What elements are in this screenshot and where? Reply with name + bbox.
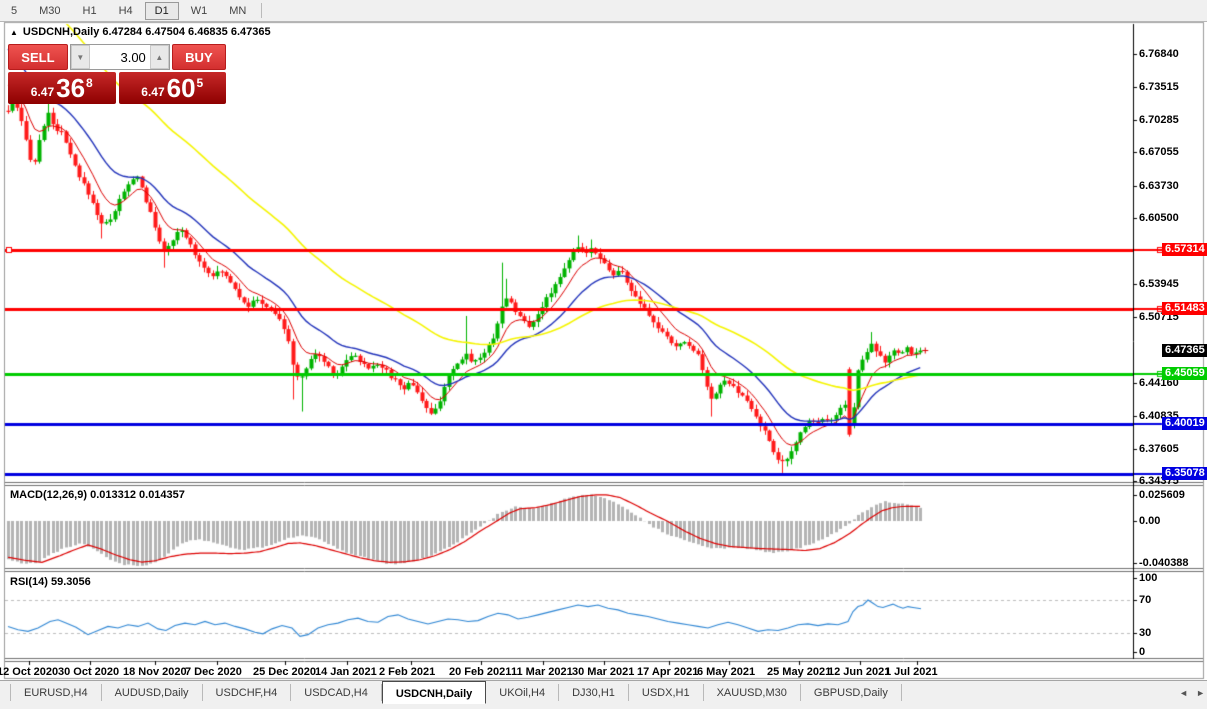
date-axis-label: 20 Feb 2021 <box>449 666 512 678</box>
tab-scroll-right-icon[interactable]: ► <box>1196 687 1205 698</box>
date-axis-label: 6 May 2021 <box>697 666 756 678</box>
macd-axis-label: 0.025609 <box>1139 489 1185 501</box>
y-axis-tick-label: 6.60500 <box>1139 212 1179 225</box>
date-axis-label: 14 Jan 2021 <box>315 666 377 678</box>
sell-price-display[interactable]: 6.47 36 8 <box>8 72 116 104</box>
current-price-tag: 6.47365 <box>1162 344 1207 357</box>
chart-header: ▲ USDCNH,Daily 6.47284 6.47504 6.46835 6.… <box>10 26 271 38</box>
chart-tab-usdcnh[interactable]: USDCNH,Daily <box>381 681 487 704</box>
date-axis-label: 30 Mar 2021 <box>572 666 635 678</box>
rsi-indicator-label: RSI(14) 59.3056 <box>10 576 91 588</box>
y-axis-tick-label: 6.63730 <box>1139 179 1179 192</box>
chart-tab-dj30[interactable]: DJ30,H1 <box>559 684 629 701</box>
y-axis-tick-label: 6.53945 <box>1139 278 1179 291</box>
buy-price-pipette: 5 <box>196 76 204 90</box>
chart-tab-usdcad[interactable]: USDCAD,H4 <box>291 684 382 701</box>
timeframe-button-mn[interactable]: MN <box>229 4 247 17</box>
symbol-tab-bar: EURUSD,H4 AUDUSD,Daily USDCHF,H4 USDCAD,H4 U… <box>0 680 1207 704</box>
chart-tab-ukoil[interactable]: UKOil,H4 <box>486 684 560 701</box>
volume-stepper: ▼ 3.00 ▲ <box>69 44 170 70</box>
timeframe-toolbar: 5 M30 H1 H4 D1 W1 MN <box>0 0 1207 22</box>
buy-price-pips: 60 <box>166 73 196 103</box>
tab-scroll-arrows: ◄ ► <box>1175 681 1207 704</box>
date-axis-label: 7 Dec 2020 <box>185 666 242 678</box>
sell-button[interactable]: SELL <box>8 44 68 70</box>
chart-tab-usdchf[interactable]: USDCHF,H4 <box>203 684 292 701</box>
volume-decrease-icon[interactable]: ▼ <box>70 45 90 69</box>
chart-tab-audusd[interactable]: AUDUSD,Daily <box>102 684 203 701</box>
buy-button[interactable]: BUY <box>171 44 226 70</box>
toolbar-separator <box>261 3 263 18</box>
rsi-axis-label: 30 <box>1139 627 1152 639</box>
timeframe-button-h1[interactable]: H1 <box>82 4 97 17</box>
y-axis-tick-label: 6.76840 <box>1139 48 1179 60</box>
chart-tab-gbpusd[interactable]: GBPUSD,Daily <box>801 684 902 701</box>
macd-axis-label: -0.040388 <box>1139 557 1189 569</box>
level-price-tag[interactable]: 6.40019 <box>1162 417 1207 430</box>
volume-input[interactable]: 3.00 <box>120 49 146 65</box>
chart-tab-usdx[interactable]: USDX,H1 <box>629 684 704 701</box>
chart-ohlc-values: 6.47284 6.47504 6.46835 6.47365 <box>102 26 271 38</box>
date-axis-label: 12 Jun 2021 <box>828 666 891 678</box>
volume-increase-icon[interactable]: ▲ <box>149 45 169 69</box>
timeframe-button-w1[interactable]: W1 <box>190 4 208 17</box>
buy-price-display[interactable]: 6.47 60 5 <box>118 72 226 104</box>
timeframe-button-h4[interactable]: H4 <box>118 4 133 17</box>
sell-price-pips: 36 <box>56 73 86 103</box>
timeframe-button-d1[interactable]: D1 <box>144 1 179 20</box>
tab-scroll-left-icon[interactable]: ◄ <box>1179 687 1189 698</box>
rsi-axis-label: 70 <box>1139 594 1152 606</box>
chart-symbol-title: USDCNH,Daily <box>22 26 100 38</box>
date-axis-label: 18 Nov 2020 <box>123 666 187 678</box>
status-strip <box>0 704 1207 709</box>
level-price-tag[interactable]: 6.51483 <box>1162 302 1207 315</box>
timeframe-button-5[interactable]: 5 <box>11 4 18 17</box>
y-axis-tick-label: 6.70285 <box>1139 113 1179 126</box>
sell-price-pipette: 8 <box>86 76 93 90</box>
buy-price-main: 6.47 <box>141 85 165 99</box>
macd-axis-label: 0.00 <box>1139 515 1161 527</box>
y-axis-tick-label: 6.73515 <box>1139 81 1179 94</box>
sell-price-main: 6.47 <box>30 85 55 99</box>
timeframe-button-m30[interactable]: M30 <box>39 4 61 17</box>
chart-tab-eurusd[interactable]: EURUSD,H4 <box>10 684 102 701</box>
date-axis-label: 12 Oct 2020 <box>0 666 59 678</box>
one-click-trade-panel: SELL ▼ 3.00 ▲ BUY 6.47 36 8 6.47 60 5 <box>8 44 226 104</box>
y-axis-tick-label: 6.67055 <box>1139 146 1179 159</box>
chart-tab-xauusd[interactable]: XAUUSD,M30 <box>704 684 801 701</box>
trade-panel-expand-icon[interactable]: ▲ <box>10 28 18 37</box>
date-axis-label: 11 Mar 2021 <box>511 666 573 678</box>
rsi-axis-label: 0 <box>1139 646 1146 658</box>
level-price-tag[interactable]: 6.35078 <box>1162 467 1207 480</box>
level-price-tag[interactable]: 6.45059 <box>1162 367 1207 380</box>
date-axis-label: 17 Apr 2021 <box>637 666 699 678</box>
macd-indicator-label: MACD(12,26,9) 0.013312 0.014357 <box>10 489 185 501</box>
date-axis-label: 25 May 2021 <box>767 666 832 678</box>
level-price-tag[interactable]: 6.57314 <box>1162 243 1207 256</box>
date-axis-label: 30 Oct 2020 <box>58 666 120 678</box>
date-axis-label: 1 Jul 2021 <box>885 666 938 678</box>
rsi-axis-label: 100 <box>1139 572 1158 584</box>
y-axis-tick-label: 6.37605 <box>1139 442 1179 455</box>
date-axis-label: 2 Feb 2021 <box>379 666 436 678</box>
date-axis-label: 25 Dec 2020 <box>253 666 316 678</box>
